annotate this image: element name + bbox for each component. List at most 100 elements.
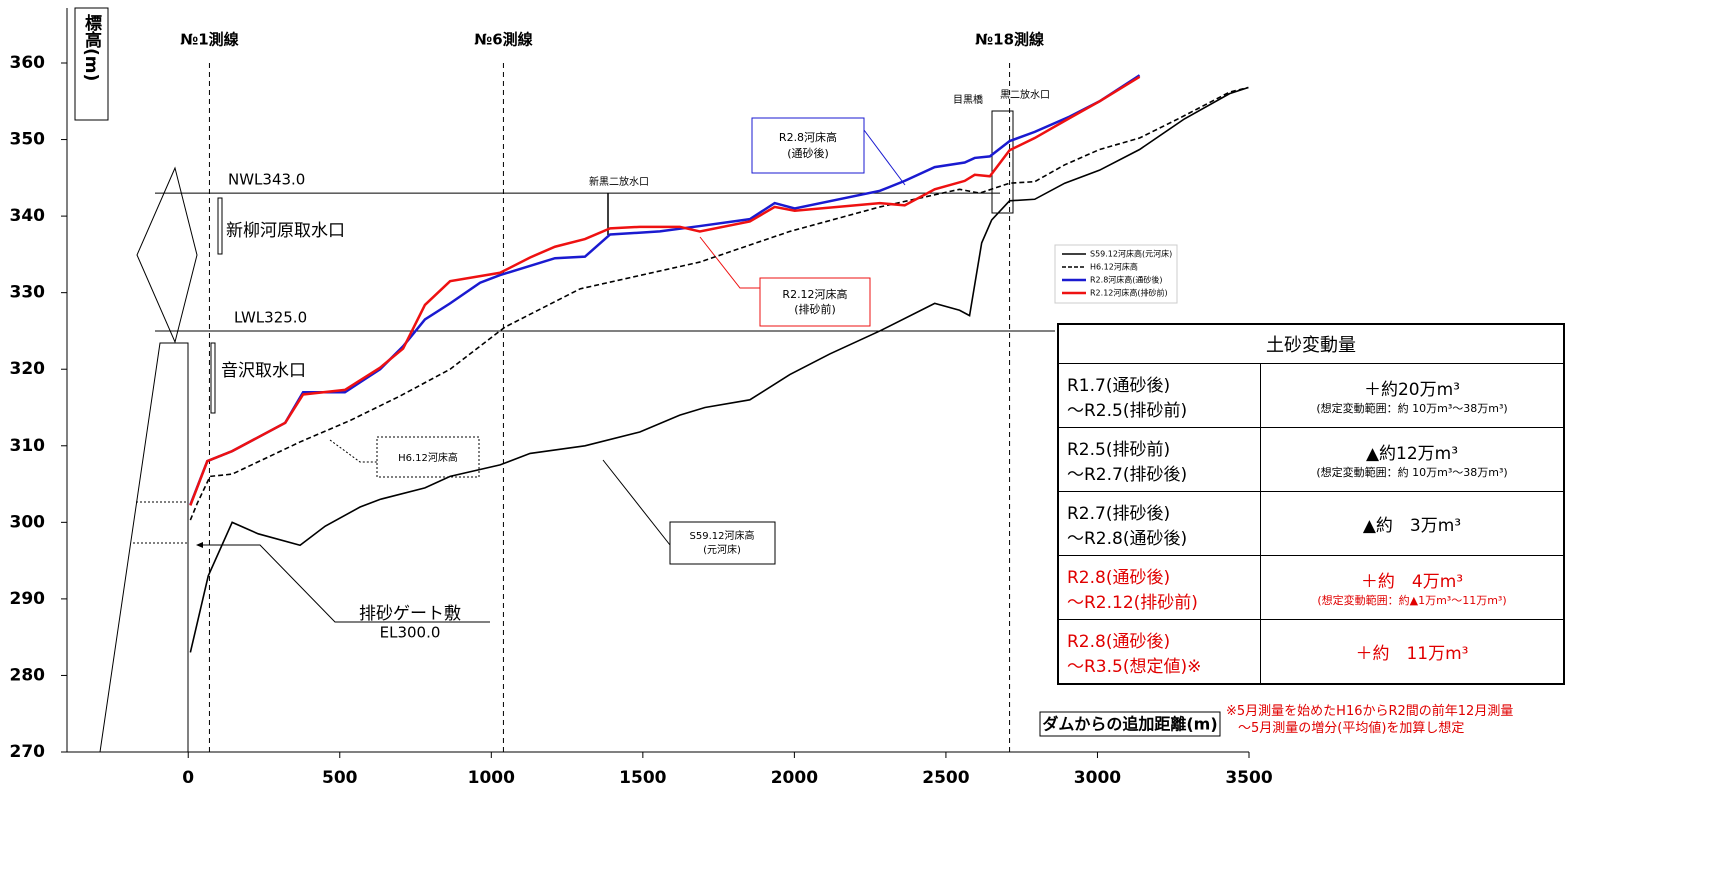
sediment-table: 土砂変動量 R1.7(通砂後) ～R2.5(排砂前) ＋約20万m³ (想定変動範囲：約…: [1057, 323, 1565, 685]
y-tick-label: 330: [10, 283, 46, 303]
x-tick-label: 1000: [468, 768, 515, 788]
period-text: ～R2.12(排砂前): [1067, 592, 1198, 613]
y-label-box: [74, 7, 109, 121]
period-text: R2.8(通砂後): [1067, 631, 1171, 652]
callout-box: [759, 277, 871, 327]
period-cell: R2.8(通砂後) ～R2.12(排砂前): [1057, 555, 1261, 620]
x-tick-label: 3000: [1074, 768, 1121, 788]
callout-text: (排砂前): [794, 302, 836, 316]
leader: [699, 236, 760, 289]
period-text: ～R2.5(排砂前): [1067, 400, 1188, 421]
y-axis-label: 標高(m): [81, 13, 102, 81]
period-text: ～R3.5(想定値)※: [1067, 656, 1202, 677]
series-line: [189, 86, 1249, 653]
outlet-box: [991, 110, 1014, 214]
table-row: R1.7(通砂後) ～R2.5(排砂前) ＋約20万m³ (想定変動範囲：約 10万m…: [1057, 363, 1565, 428]
dam-body: [136, 166, 198, 344]
place-label: 目黒橋: [953, 93, 983, 106]
amount-cell: ▲約 3万m³: [1260, 491, 1565, 556]
intake: [210, 342, 216, 414]
y-tick-label: 300: [10, 512, 46, 532]
leader: [863, 129, 906, 186]
period-text: ～R2.7(排砂後): [1067, 464, 1188, 485]
amount-cell: ＋約20万m³ (想定変動範囲：約 10万m³～38万m³): [1260, 363, 1565, 428]
y-tick-label: 290: [10, 589, 46, 609]
series-line: [189, 74, 1141, 506]
x-tick-label: 2000: [771, 768, 818, 788]
x-tick-label: 3500: [1225, 768, 1272, 788]
note-text: (想定変動範囲：約▲1万m³～11万m³): [1317, 594, 1507, 607]
amount-cell: ＋約 11万m³: [1260, 619, 1565, 685]
amount-cell: ＋約 4万m³ (想定変動範囲：約▲1万m³～11万m³): [1260, 555, 1565, 620]
intake: [217, 197, 223, 255]
period-text: ～R2.8(通砂後): [1067, 528, 1188, 549]
period-text: R1.7(通砂後): [1067, 375, 1171, 396]
y-tick-label: 310: [10, 436, 46, 456]
callout-box: [669, 521, 776, 565]
level-label: LWL325.0: [234, 308, 307, 326]
x-label-box: [1039, 711, 1221, 737]
period-text: R2.5(排砂前): [1067, 439, 1171, 460]
arrow: [196, 542, 203, 548]
leader: [329, 439, 377, 463]
amount-text: ＋約 11万m³: [1355, 644, 1469, 664]
amount-text: ＋約20万m³: [1363, 380, 1460, 400]
y-tick-label: 280: [10, 665, 46, 685]
leader: [602, 459, 671, 546]
footnote: ※5月測量を始めたH16からR2間の前年12月測量: [1226, 704, 1514, 719]
series-line: [189, 75, 1141, 506]
place-label: 黒二放水口: [1000, 88, 1050, 101]
amount-cell: ▲約12万m³ (想定変動範囲：約 10万m³～38万m³): [1260, 427, 1565, 492]
callout-text: H6.12河床高: [398, 451, 458, 464]
legend-label: H6.12河床高: [1090, 262, 1138, 272]
callout-box: [376, 436, 480, 478]
legend-label: R2.12河床高(排砂前): [1090, 288, 1168, 298]
legend-label: S59.12河床高(元河床): [1090, 249, 1172, 259]
table-row: R2.8(通砂後) ～R2.12(排砂前) ＋約 4万m³ (想定変動範囲：約▲1万m…: [1057, 555, 1565, 620]
callout-text: R2.12河床高: [782, 287, 847, 301]
survey-label: №18測線: [975, 31, 1044, 49]
period-text: R2.8(通砂後): [1067, 567, 1171, 588]
footnote: ～5月測量の増分(平均値)を加算し想定: [1238, 721, 1465, 736]
place-label: 新黒二放水口: [589, 175, 649, 188]
dam-section: [99, 342, 189, 753]
table-row: R2.5(排砂前) ～R2.7(排砂後) ▲約12万m³ (想定変動範囲：約 10万m…: [1057, 427, 1565, 492]
callout-text: S59.12河床高: [690, 529, 755, 542]
table-row: R2.7(排砂後) ～R2.8(通砂後) ▲約 3万m³: [1057, 491, 1565, 556]
y-tick-label: 340: [10, 206, 46, 226]
place-label: 新柳河原取水口: [226, 221, 345, 241]
x-axis-label: ダムからの追加距離(m): [1042, 715, 1217, 734]
note-text: (想定変動範囲：約 10万m³～38万m³): [1316, 466, 1508, 479]
leader: [200, 544, 490, 623]
callout-text: (元河床): [703, 543, 741, 556]
y-tick-label: 270: [10, 742, 46, 762]
legend-label: R2.8河床高(通砂後): [1090, 275, 1163, 285]
survey-label: №1測線: [180, 31, 238, 49]
callout-text: (通砂後): [787, 146, 829, 160]
series-line: [189, 86, 1249, 521]
callout-text: R2.8河床高: [779, 130, 837, 144]
table-header: 土砂変動量: [1057, 323, 1565, 364]
place-label: 音沢取水口: [221, 361, 306, 381]
period-text: R2.7(排砂後): [1067, 503, 1171, 524]
x-tick-label: 1500: [619, 768, 666, 788]
period-cell: R1.7(通砂後) ～R2.5(排砂前): [1057, 363, 1261, 428]
y-tick-label: 360: [10, 53, 46, 73]
amount-text: ＋約 4万m³: [1360, 572, 1464, 592]
table-row: R2.8(通砂後) ～R3.5(想定値)※ ＋約 11万m³: [1057, 619, 1565, 685]
amount-text: ▲約 3万m³: [1362, 516, 1462, 536]
x-tick-label: 0: [182, 768, 194, 788]
period-cell: R2.5(排砂前) ～R2.7(排砂後): [1057, 427, 1261, 492]
gate-label: EL300.0: [380, 624, 441, 642]
gate-label: 排砂ゲート敷: [359, 604, 461, 624]
x-tick-label: 2500: [922, 768, 969, 788]
period-cell: R2.7(排砂後) ～R2.8(通砂後): [1057, 491, 1261, 556]
y-tick-label: 320: [10, 359, 46, 379]
survey-label: №6測線: [474, 31, 532, 49]
callout-box: [751, 117, 865, 174]
x-tick-label: 500: [322, 768, 358, 788]
period-cell: R2.8(通砂後) ～R3.5(想定値)※: [1057, 619, 1261, 685]
y-tick-label: 350: [10, 130, 46, 150]
